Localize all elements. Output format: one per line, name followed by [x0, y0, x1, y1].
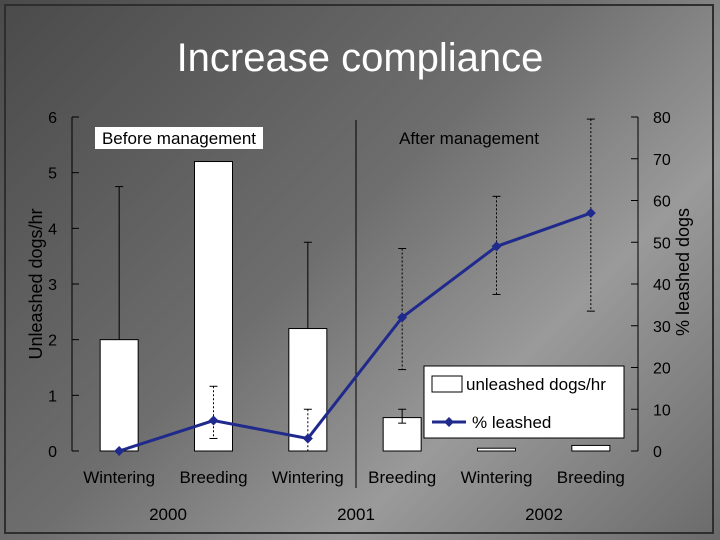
legend-line-label: % leashed: [472, 413, 551, 432]
legend-bar-swatch: [431, 375, 463, 393]
line-point: [585, 208, 596, 219]
legend-diamond-icon: [444, 417, 454, 427]
line-point: [491, 241, 502, 252]
x-tick-label: Wintering: [272, 468, 344, 487]
y-axis-label: Unleashed dogs/hr: [26, 208, 46, 359]
y2-axis-label: % leashed dogs: [673, 208, 693, 336]
y2-tick-label: 40: [653, 277, 671, 294]
y-tick-label: 5: [48, 166, 57, 183]
x-tick-label: Breeding: [368, 468, 436, 487]
year-label: 2001: [337, 505, 375, 524]
y-tick-label: 4: [48, 221, 57, 238]
y2-tick-label: 0: [653, 444, 662, 461]
y2-tick-label: 10: [653, 402, 671, 419]
x-tick-label: Wintering: [83, 468, 155, 487]
line-point: [302, 433, 313, 444]
y2-tick-label: 30: [653, 319, 671, 336]
line-point: [114, 446, 125, 456]
y-tick-label: 1: [48, 388, 57, 405]
y2-tick-label: 70: [653, 152, 671, 169]
y2-tick-label: 20: [653, 361, 671, 378]
y-tick-label: 2: [48, 333, 57, 350]
slide-title: Increase compliance: [176, 36, 544, 80]
legend-box: [423, 365, 625, 439]
before-management-box: [95, 127, 263, 149]
after-management-label: After management: [399, 129, 539, 148]
y2-tick-label: 50: [653, 235, 671, 252]
before-management-label: Before management: [102, 129, 256, 148]
bar: [288, 328, 328, 452]
x-tick-label: Wintering: [461, 468, 533, 487]
series-line: [118, 211, 592, 453]
y-tick-label: 6: [48, 110, 57, 127]
legend: unleashed dogs/hr % leashed: [423, 365, 625, 439]
slide-frame: [4, 4, 714, 534]
bar: [382, 417, 422, 452]
year-label: 2002: [525, 505, 563, 524]
y2-tick-label: 60: [653, 194, 671, 211]
bar: [99, 339, 139, 452]
y-tick-label: 3: [48, 277, 57, 294]
y-tick-label: 0: [48, 444, 57, 461]
line-point: [208, 415, 219, 426]
x-tick-label: Breeding: [557, 468, 625, 487]
legend-bar-label: unleashed dogs/hr: [466, 375, 606, 394]
bar: [477, 447, 516, 452]
bar: [571, 444, 611, 452]
line-point: [397, 312, 408, 323]
y2-tick-label: 80: [653, 110, 671, 127]
x-tick-label: Breeding: [179, 468, 247, 487]
year-label: 2000: [149, 505, 187, 524]
